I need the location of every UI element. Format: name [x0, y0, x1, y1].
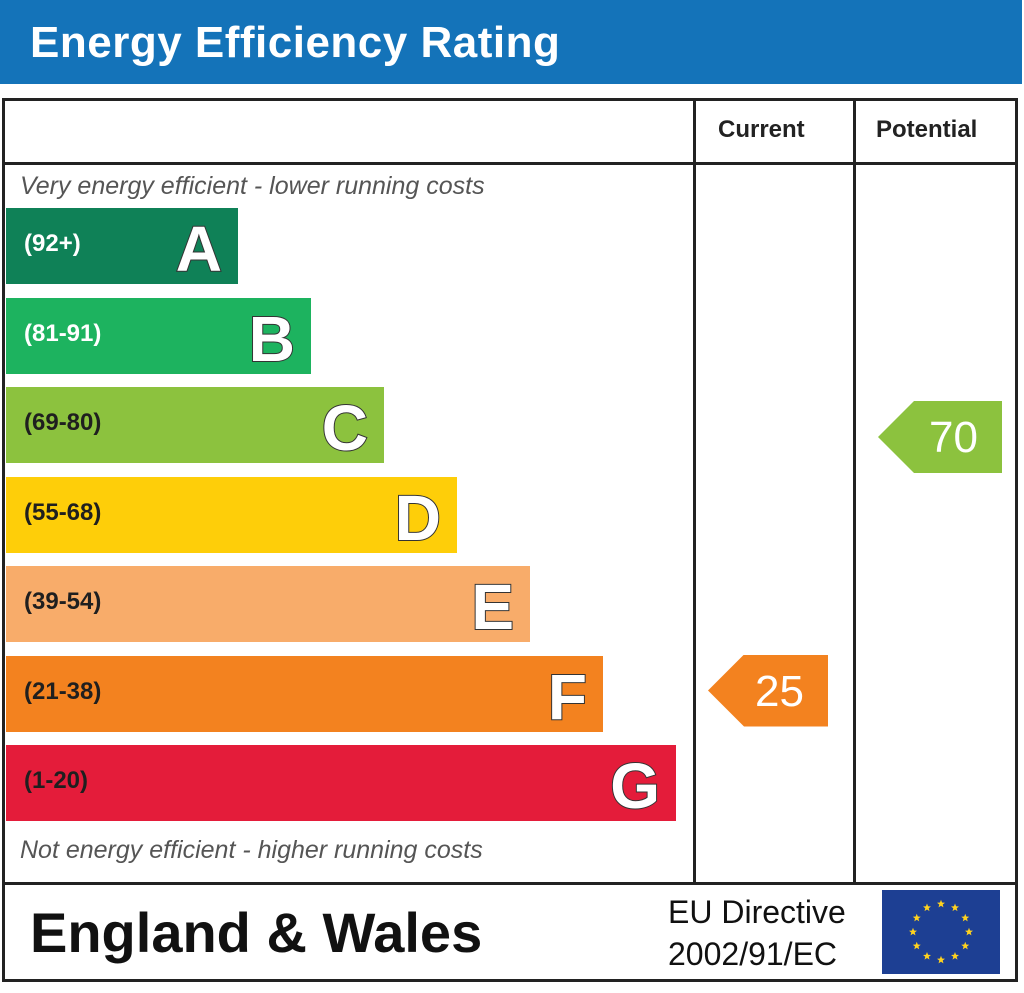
eu-directive-label: EU Directive: [668, 894, 846, 930]
eu-star-icon: [961, 913, 970, 922]
band-range-label: (55-68): [24, 498, 102, 526]
band-c: (69-80) C: [6, 387, 384, 465]
eu-star-icon: [923, 903, 931, 912]
current-column-header: Current: [718, 116, 805, 143]
eu-directive-number: 2002/91/EC: [668, 936, 838, 972]
band-letter: B: [248, 302, 296, 376]
band-letter: F: [547, 660, 588, 734]
band-letter: D: [394, 481, 442, 555]
band-range-label: (69-80): [24, 409, 102, 436]
band-range-label: (81-91): [24, 319, 102, 347]
title-bar: Energy Efficiency Rating: [0, 0, 1022, 84]
band-letter: C: [321, 391, 369, 465]
header-divider: [2, 162, 1018, 165]
band-range-label: (92+): [24, 230, 81, 257]
band-range-label: (21-38): [24, 677, 102, 705]
eu-star-icon: [961, 941, 970, 950]
region-label: England & Wales: [30, 901, 483, 964]
chart-title: Energy Efficiency Rating: [30, 18, 561, 67]
band-letter: A: [175, 212, 223, 286]
eu-star-icon: [912, 941, 921, 950]
band-range-label: (39-54): [24, 588, 102, 615]
band-g: (1-20) G: [6, 745, 676, 823]
band-e: (39-54) E: [6, 566, 530, 644]
eu-star-icon: [965, 927, 973, 936]
bottom-note: Not energy efficient - higher running co…: [20, 836, 483, 864]
band-f: (21-38) F: [6, 655, 603, 734]
current-rating-value: 25: [755, 666, 804, 716]
eu-star-icon: [951, 903, 959, 912]
eu-star-icon: [951, 952, 959, 960]
band-b: (81-91) B: [6, 297, 311, 376]
band-letter: E: [470, 570, 515, 644]
eu-star-icon: [937, 955, 945, 964]
band-d: (55-68) D: [6, 476, 457, 555]
band-range-label: (1-20): [24, 767, 89, 794]
current-column-divider: [693, 98, 696, 885]
eu-flag-icon: [882, 890, 1000, 974]
eu-star-icon: [912, 913, 921, 922]
potential-column-header: Potential: [876, 116, 978, 143]
band-letter: G: [609, 749, 661, 823]
eu-star-icon: [909, 927, 917, 936]
potential-rating-value: 70: [929, 413, 978, 462]
top-note: Very energy efficient - lower running co…: [20, 172, 485, 200]
potential-column-divider: [853, 98, 856, 885]
footer-divider: [2, 882, 1018, 885]
rating-frame: [2, 98, 1018, 982]
band-a: (92+) A: [6, 208, 238, 286]
eu-star-icon: [923, 952, 931, 960]
eu-star-icon: [937, 899, 945, 908]
